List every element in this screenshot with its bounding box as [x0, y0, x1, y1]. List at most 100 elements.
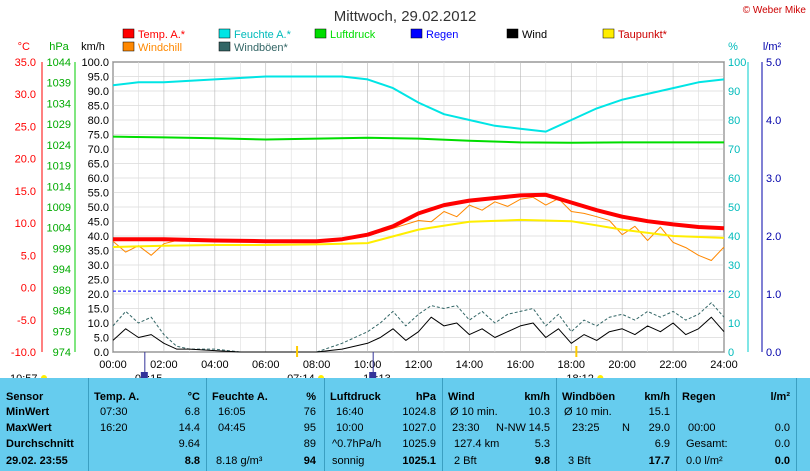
- humidity-tick-label: 30: [728, 260, 740, 272]
- rain-unit: l/m²: [770, 391, 790, 403]
- stats-temp-column: Temp. A. °C 07:30 6.8 16:20 14.4 9.64 8.8: [94, 378, 202, 471]
- legend-swatch: [410, 28, 423, 39]
- hum-now-label: 8.18 g/m³: [216, 455, 263, 467]
- wind-tick-label: 30.0: [88, 260, 109, 272]
- pressure-tick-label: 1009: [47, 202, 71, 214]
- pressure-tick-label: 1004: [47, 223, 71, 235]
- pres-avg-value: 1025.9: [402, 438, 436, 450]
- rain-now-label: 0.0 l/m²: [686, 455, 723, 467]
- temp-header: Temp. A.: [94, 391, 140, 403]
- wind-max-time: 23:30: [452, 422, 480, 434]
- stats-label-sensor: Sensor: [6, 391, 44, 403]
- wind-tick-label: 5.0: [94, 333, 109, 345]
- moon-icon: [369, 372, 377, 378]
- x-tick-label: 16:00: [507, 359, 535, 371]
- humidity-tick-label: 0: [728, 347, 734, 359]
- pres-now-label: sonnig: [332, 455, 365, 467]
- series-line: [112, 135, 724, 144]
- temp-tick-label: 0.0: [21, 283, 36, 295]
- x-tick-label: 22:00: [659, 359, 687, 371]
- wind-tick-label: 80.0: [88, 115, 109, 127]
- rain-tick-label: 4.0: [766, 115, 781, 127]
- wind-tick-label: 95.0: [88, 72, 109, 84]
- series-line: [112, 75, 725, 133]
- marker-time: 10:57: [10, 373, 38, 378]
- legend-entry: Wind: [522, 29, 547, 41]
- temp-tick-label: -5.0: [17, 315, 36, 327]
- wind-avg-label: 127.4 km: [454, 438, 500, 450]
- pres-now-value: 1025.1: [402, 455, 436, 467]
- hum-unit: %: [306, 391, 316, 403]
- stats-label-avg: Durchschnitt: [6, 438, 74, 450]
- temp-now-value: 8.8: [184, 455, 200, 467]
- pres-max-time: 10:00: [336, 422, 364, 434]
- pressure-tick-label: 1029: [47, 119, 71, 131]
- wind-min-value: 10.3: [528, 406, 550, 418]
- x-tick-label: 06:00: [252, 359, 280, 371]
- temp-min-time: 07:30: [100, 406, 128, 418]
- pres-unit: hPa: [415, 391, 436, 403]
- legend-entry: Feuchte A.*: [234, 29, 292, 41]
- pres-max-value: 1027.0: [402, 422, 436, 434]
- wind-tick-label: 25.0: [88, 275, 109, 287]
- rain-avg-value: 0.0: [774, 438, 790, 450]
- gust-max-dir: N: [622, 422, 630, 434]
- wind-avg-value: 5.3: [534, 438, 550, 450]
- wind-tick-label: 35.0: [88, 246, 109, 258]
- rain-tick-label: 5.0: [766, 57, 781, 69]
- gust-min-label: Ø 10 min.: [564, 406, 612, 418]
- humidity-tick-label: 50: [728, 202, 740, 214]
- pres-avg-label: ^0.7hPa/h: [332, 438, 382, 450]
- pressure-tick-label: 989: [53, 285, 71, 297]
- stats-panel: Sensor MinWert MaxWert Durchschnitt 29.0…: [0, 378, 810, 471]
- legend-entry: Windböen*: [234, 42, 289, 54]
- series-line: [112, 316, 725, 353]
- x-tick-label: 20:00: [608, 359, 636, 371]
- wind-unit: km/h: [524, 391, 550, 403]
- gust-now-value: 17.7: [648, 455, 670, 467]
- rain-header: Regen: [682, 391, 716, 403]
- pressure-tick-label: 1024: [47, 140, 71, 152]
- gust-min-value: 15.1: [648, 406, 670, 418]
- rain-tick-label: 0.0: [766, 347, 781, 359]
- hum-header: Feuchte A.: [212, 391, 268, 403]
- rain-tick-label: 1.0: [766, 289, 781, 301]
- marker-time: 01:15: [135, 373, 163, 378]
- pres-min-value: 1024.8: [402, 406, 436, 418]
- pressure-tick-label: 1034: [47, 98, 71, 110]
- pressure-tick-label: 1044: [47, 57, 71, 69]
- pressure-tick-label: 979: [53, 326, 71, 338]
- legend-entry: Windchill: [138, 42, 182, 54]
- humidity-tick-label: 60: [728, 173, 740, 185]
- pressure-tick-label: 994: [53, 264, 71, 276]
- gust-unit: km/h: [644, 391, 670, 403]
- humidity-tick-label: 70: [728, 144, 740, 156]
- rain-axis-unit: l/m²: [763, 41, 782, 53]
- pressure-tick-label: 1014: [47, 181, 71, 193]
- wind-tick-label: 70.0: [88, 144, 109, 156]
- sun-icon: [318, 375, 325, 378]
- pressure-tick-label: 1019: [47, 161, 71, 173]
- temp-unit: °C: [187, 391, 200, 403]
- wind-tick-label: 90.0: [88, 86, 109, 98]
- pressure-tick-label: 999: [53, 243, 71, 255]
- temp-min-value: 6.8: [184, 406, 200, 418]
- marker-time: 07:14: [287, 373, 315, 378]
- gust-avg-value: 6.9: [654, 438, 670, 450]
- temp-tick-label: -10.0: [11, 347, 36, 359]
- moon-icon: [140, 372, 148, 378]
- wind-min-label: Ø 10 min.: [450, 406, 498, 418]
- temp-tick-label: 35.0: [15, 57, 36, 69]
- hum-min-time: 16:05: [218, 406, 246, 418]
- legend-swatch: [122, 28, 135, 39]
- gust-now-label: 3 Bft: [568, 455, 591, 467]
- wind-tick-label: 10.0: [88, 318, 109, 330]
- legend-swatch: [218, 41, 231, 52]
- x-tick-label: 12:00: [405, 359, 433, 371]
- x-tick-label: 10:00: [354, 359, 382, 371]
- legend-swatch: [602, 28, 615, 39]
- wind-header: Wind: [448, 391, 475, 403]
- stats-label-max: MaxWert: [6, 422, 52, 434]
- humidity-tick-label: 100: [728, 57, 746, 69]
- rain-max-time: 00:00: [688, 422, 716, 434]
